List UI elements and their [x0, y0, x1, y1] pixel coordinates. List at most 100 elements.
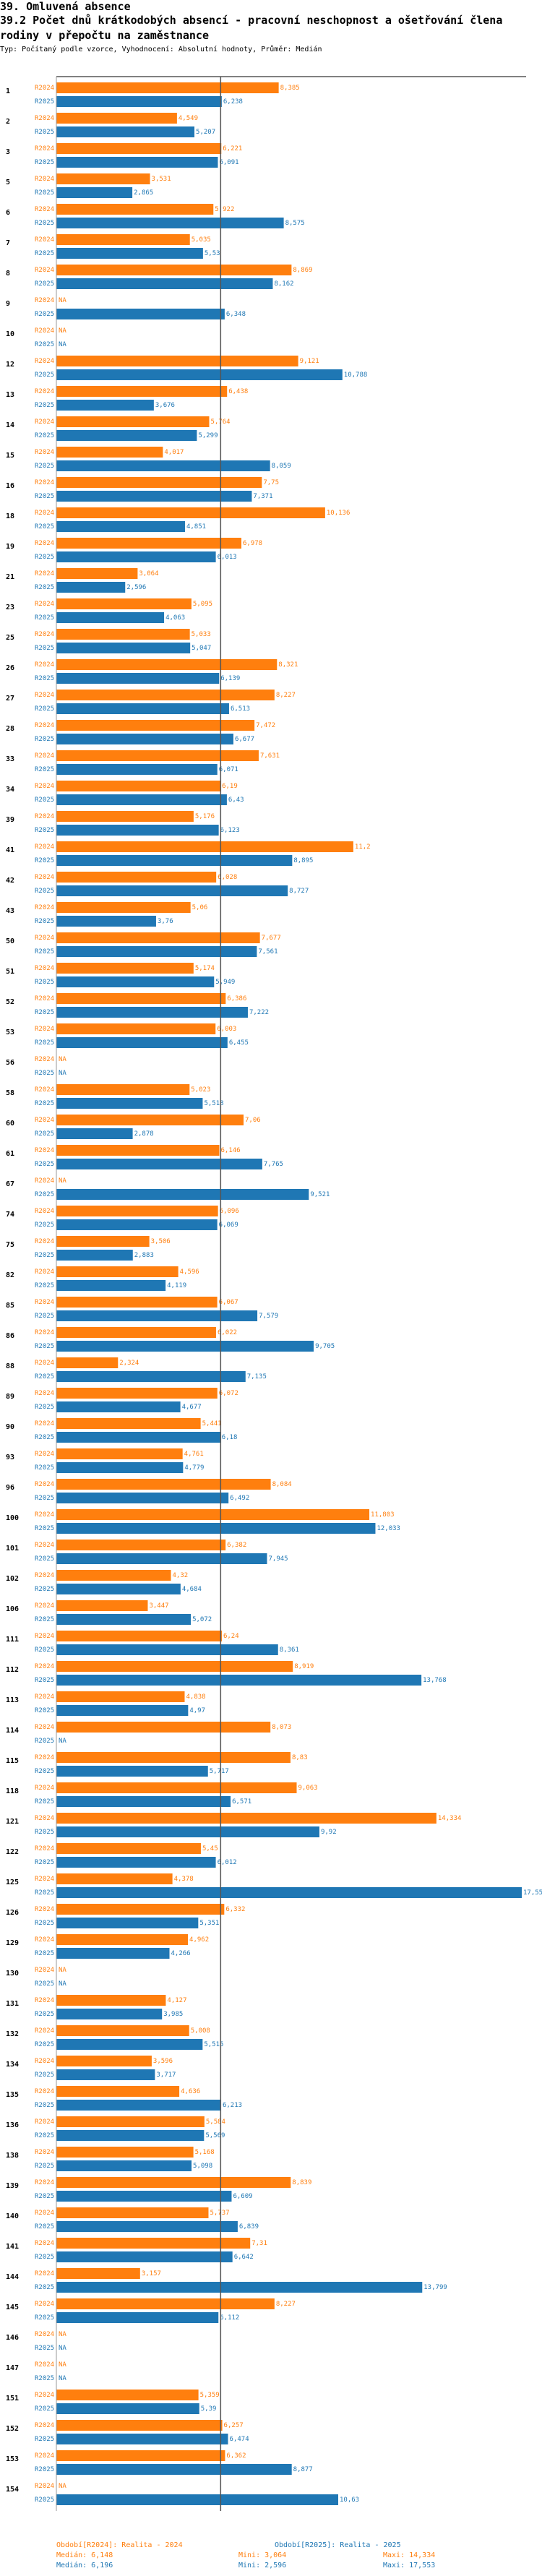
- series-label: R2025: [35, 2011, 54, 2018]
- value-label: 5,098: [193, 2163, 212, 2170]
- value-label: 9,121: [300, 358, 319, 365]
- bar-r2025: [56, 582, 126, 593]
- series-label: R2024: [35, 1724, 54, 1731]
- series-label: R2025: [35, 2345, 54, 2352]
- value-label: 3,064: [139, 570, 158, 578]
- series-label: R2024: [35, 601, 54, 608]
- bar-r2025: [56, 1614, 192, 1625]
- value-label: 5,584: [206, 2118, 225, 2126]
- series-label: R2025: [35, 2132, 54, 2139]
- series-label: R2024: [35, 935, 54, 942]
- group-label: 58: [6, 1089, 14, 1097]
- value-label: 3,531: [152, 176, 171, 183]
- series-label: R2024: [35, 2301, 54, 2308]
- series-label: R2025: [35, 1039, 54, 1047]
- series-label: R2024: [35, 2118, 54, 2126]
- series-label: R2024: [35, 1633, 54, 1640]
- bar-r2025: [56, 278, 273, 289]
- group-label: 61: [6, 1150, 14, 1158]
- group-label: 50: [6, 937, 14, 945]
- bar-r2024: [56, 902, 191, 913]
- bar-r2025: [56, 96, 222, 107]
- bar-r2025: [56, 2039, 203, 2050]
- group-label: 118: [6, 1787, 19, 1795]
- bar-r2024: [56, 1843, 201, 1854]
- value-label: 6,332: [225, 1906, 245, 1913]
- value-label: 4,97: [189, 1707, 205, 1714]
- bar-r2025: [56, 491, 252, 502]
- group-label: 75: [6, 1241, 14, 1249]
- bar-r2024: [56, 963, 194, 974]
- series-label: R2024: [35, 2331, 54, 2338]
- bar-r2024: [56, 2056, 152, 2066]
- group-label: 141: [6, 2243, 19, 2251]
- bar-r2025: [56, 2130, 205, 2141]
- series-label: R2024: [35, 1268, 54, 1276]
- bar-r2025: [56, 2251, 233, 2262]
- group-label: 34: [6, 786, 14, 794]
- series-label: R2025: [35, 1252, 54, 1259]
- na-label: NA: [59, 2375, 66, 2382]
- series-label: R2024: [35, 145, 54, 153]
- value-label: 6,642: [234, 2254, 254, 2261]
- value-label: 8,869: [293, 267, 312, 274]
- r2024-median: Medián: 6,148: [56, 2551, 113, 2559]
- value-label: 11,803: [371, 1511, 395, 1519]
- value-label: 6,513: [231, 705, 250, 713]
- bar-r2025: [56, 612, 165, 623]
- series-label: R2024: [35, 2361, 54, 2369]
- bar-r2025: [56, 1523, 376, 1534]
- series-label: R2024: [35, 2027, 54, 2035]
- series-label: R2025: [35, 1920, 54, 1927]
- bar-r2025: [56, 460, 270, 471]
- series-label: R2024: [35, 1329, 54, 1336]
- bar-r2025: [56, 1857, 216, 1868]
- value-label: 6,492: [230, 1495, 249, 1502]
- series-label: R2024: [35, 1876, 54, 1883]
- series-label: R2025: [35, 705, 54, 713]
- series-label: R2024: [35, 2483, 54, 2490]
- bar-r2024: [56, 1813, 436, 1824]
- value-label: 9,063: [298, 1785, 318, 1792]
- bar-r2025: [56, 764, 218, 775]
- value-label: 6,146: [220, 1147, 240, 1154]
- series-label: R2025: [35, 463, 54, 470]
- value-label: 5,033: [192, 631, 211, 638]
- bar-r2024: [56, 2238, 251, 2249]
- series-label: R2024: [35, 661, 54, 669]
- value-label: 5,569: [205, 2132, 225, 2139]
- series-label: R2025: [35, 1009, 54, 1016]
- value-label: 7,371: [253, 493, 272, 500]
- value-label: 8,227: [276, 2301, 296, 2308]
- series-label: R2025: [35, 523, 54, 531]
- bar-r2025: [56, 703, 229, 714]
- value-label: 10,63: [340, 2496, 359, 2504]
- value-label: 6,013: [218, 554, 237, 561]
- bar-r2024: [56, 1995, 166, 2006]
- value-label: 5,047: [192, 645, 211, 652]
- group-label: 93: [6, 1454, 14, 1461]
- value-label: 5,922: [215, 206, 234, 213]
- bar-r2024: [56, 1600, 148, 1611]
- series-label: R2025: [35, 2466, 54, 2473]
- bar-r2025: [56, 1007, 248, 1018]
- bar-r2025: [56, 2191, 232, 2202]
- value-label: 6,028: [218, 874, 237, 881]
- value-label: 6,067: [219, 1299, 238, 1306]
- bar-r2025: [56, 309, 225, 319]
- group-label: 19: [6, 543, 14, 551]
- value-label: 4,32: [172, 1572, 188, 1579]
- group-label: 12: [6, 361, 14, 369]
- na-label: NA: [59, 1070, 66, 1077]
- series-label: R2025: [35, 2496, 54, 2504]
- value-label: 5,518: [204, 1100, 223, 1107]
- bar-r2025: [56, 1796, 231, 1807]
- value-label: 6,18: [222, 1434, 238, 1441]
- series-label: R2025: [35, 2436, 54, 2443]
- value-label: 5,207: [196, 129, 215, 136]
- na-label: NA: [59, 2331, 66, 2338]
- value-label: 7,06: [245, 1117, 261, 1124]
- bar-r2025: [56, 1675, 422, 1686]
- bar-r2025: [56, 1918, 199, 1928]
- group-label: 132: [6, 2030, 19, 2038]
